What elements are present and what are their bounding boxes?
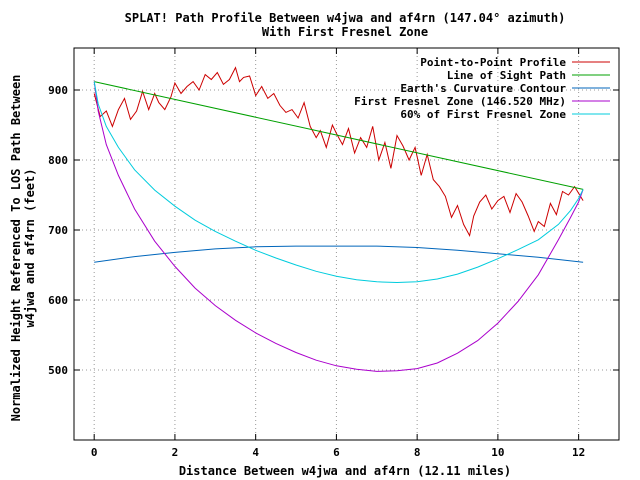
legend-label-curvature: Earth's Curvature Contour xyxy=(400,82,566,95)
y-tick-label: 600 xyxy=(48,294,68,307)
chart-subtitle: With First Fresnel Zone xyxy=(262,25,428,39)
x-tick-label: 0 xyxy=(91,446,98,459)
series-line-fresnel xyxy=(93,81,584,372)
series-line-profile xyxy=(93,66,584,238)
y-tick-label: 800 xyxy=(48,154,68,167)
legend-label-fresnel: First Fresnel Zone (146.520 MHz) xyxy=(354,95,566,108)
x-tick-label: 12 xyxy=(572,446,585,459)
x-tick-label: 10 xyxy=(491,446,504,459)
legend-label-fresnel60: 60% of First Fresnel Zone xyxy=(400,108,566,121)
x-tick-label: 2 xyxy=(172,446,179,459)
x-tick-label: 8 xyxy=(414,446,421,459)
y-tick-label: 700 xyxy=(48,224,68,237)
y-axis-label-line1: Normalized Height Referenced To LOS Path… xyxy=(9,75,23,422)
series-line-fresnel60 xyxy=(93,81,584,284)
y-axis-label: Normalized Height Referenced To LOS Path… xyxy=(9,75,37,422)
grid xyxy=(74,48,619,440)
tick-layer: 0 2 4 6 8 10 12 500 600 700 800 900 xyxy=(48,48,619,459)
series-line-los xyxy=(94,81,584,190)
series-layer xyxy=(93,66,584,372)
plot-frame xyxy=(73,47,620,441)
y-tick-label: 900 xyxy=(48,84,68,97)
x-axis-label: Distance Between w4jwa and af4rn (12.11 … xyxy=(179,464,511,478)
x-tick-label: 6 xyxy=(333,446,340,459)
x-tick-label: 4 xyxy=(252,446,259,459)
legend-label-profile: Point-to-Point Profile xyxy=(420,56,566,69)
y-tick-label: 500 xyxy=(48,364,68,377)
y-axis-label-line2: w4jwa and af4rn (feet) xyxy=(23,169,37,328)
series-line-curvature xyxy=(94,245,584,263)
legend-label-los: Line of Sight Path xyxy=(447,69,566,82)
chart-title: SPLAT! Path Profile Between w4jwa and af… xyxy=(125,11,566,25)
